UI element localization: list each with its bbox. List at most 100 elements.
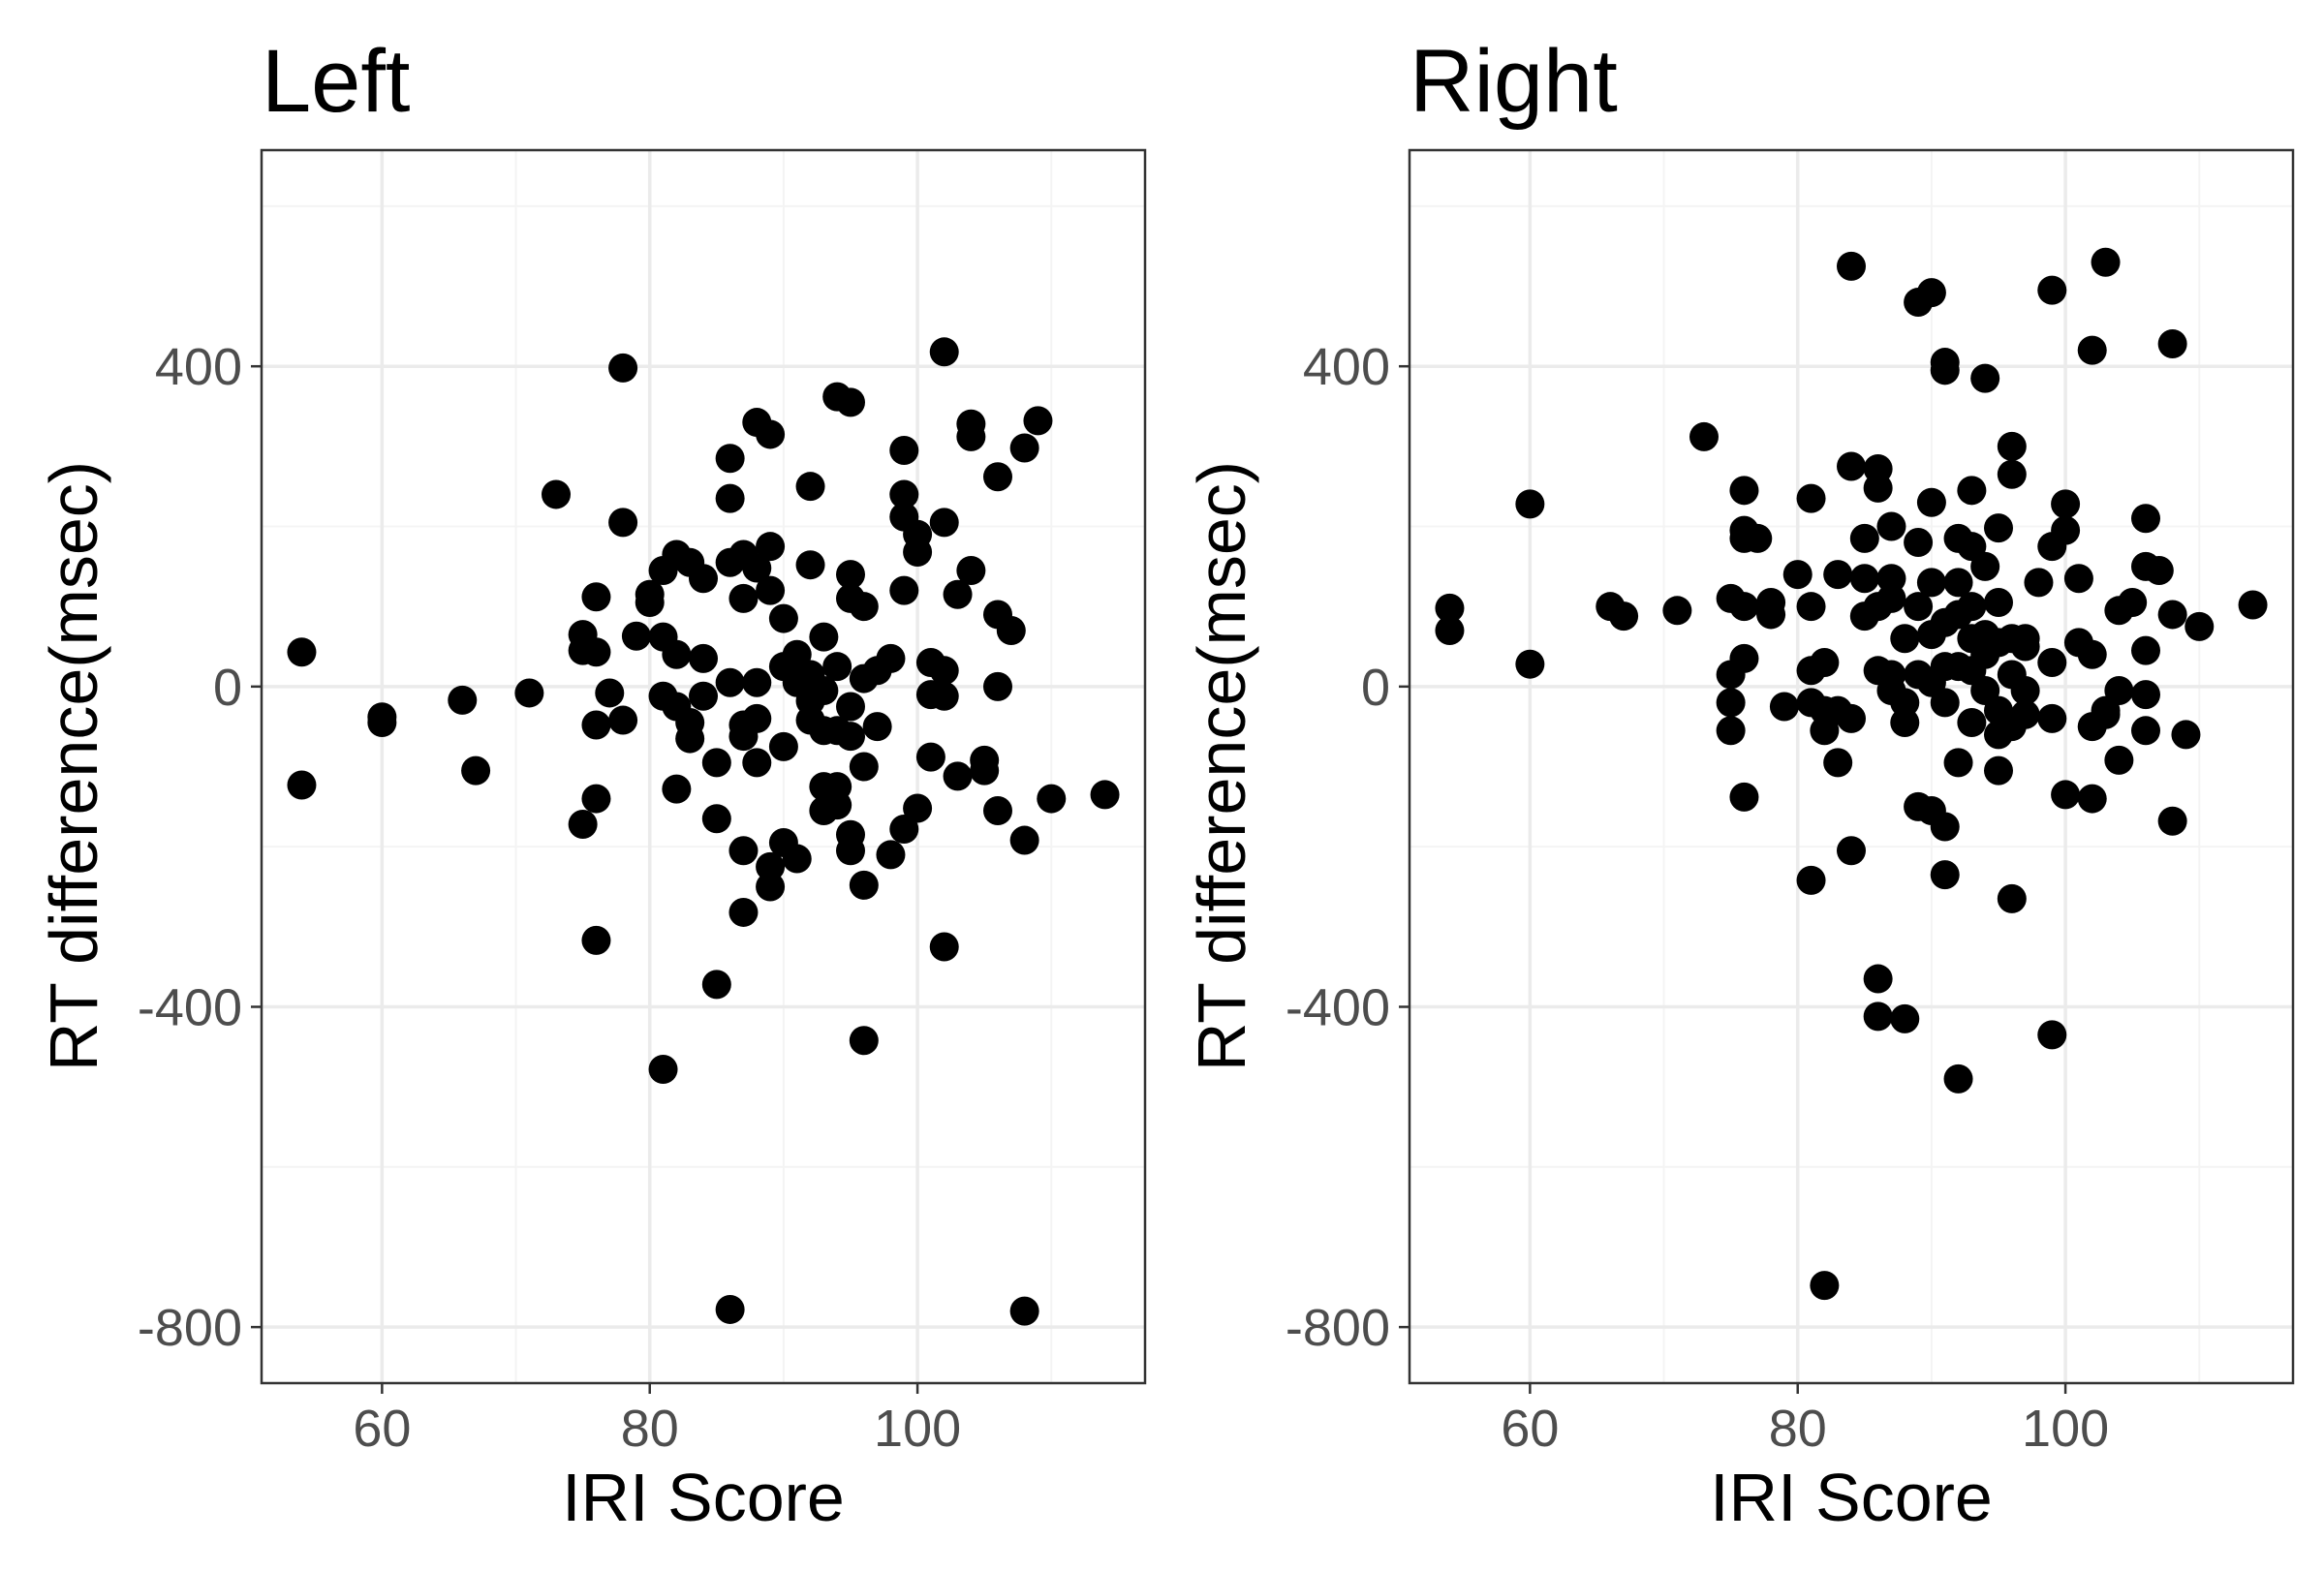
right-data-point xyxy=(1943,748,1973,778)
left-data-point xyxy=(782,844,812,874)
left-data-point xyxy=(581,637,611,667)
left-data-point xyxy=(983,795,1012,825)
left-data-point xyxy=(367,708,397,738)
left-data-point xyxy=(929,681,959,711)
right-data-point xyxy=(1984,588,2013,618)
right-data-point xyxy=(1943,568,1973,598)
right-data-point xyxy=(1890,688,1920,718)
left-data-point xyxy=(608,508,638,538)
left-data-point xyxy=(448,685,478,715)
left-data-point xyxy=(849,870,879,900)
left-data-point xyxy=(876,840,906,870)
right-data-point xyxy=(1997,883,2027,913)
left-data-point xyxy=(929,656,959,686)
left-data-point xyxy=(876,643,906,673)
left-data-point xyxy=(728,583,759,613)
right-data-point xyxy=(1796,865,1826,895)
left-data-point xyxy=(983,671,1012,701)
right-data-point xyxy=(1837,836,1866,866)
left-data-point xyxy=(956,421,986,451)
right-data-point xyxy=(1810,648,1840,678)
right-data-point xyxy=(1984,755,2013,786)
right-data-point xyxy=(1876,564,1906,594)
right-data-point xyxy=(2131,504,2160,534)
right-data-point xyxy=(1782,560,1813,590)
right-data-point xyxy=(1823,748,1853,778)
right-data-point xyxy=(1904,528,1934,558)
left-data-point xyxy=(514,678,544,708)
left-data-point xyxy=(862,712,892,742)
left-data-point xyxy=(1037,784,1067,814)
left-data-point xyxy=(689,681,718,711)
left-data-point xyxy=(943,761,973,791)
right-data-point xyxy=(2131,680,2160,710)
right-data-point xyxy=(1957,708,1987,738)
right-data-point xyxy=(1930,860,1960,890)
left-data-point xyxy=(929,337,959,367)
left-data-point xyxy=(889,575,919,605)
left-data-point xyxy=(742,553,772,583)
left-data-point xyxy=(889,814,919,844)
right-axis-ticks: 60 80 100 -800 -400 0 400 xyxy=(1286,338,2109,1458)
left-data-point xyxy=(929,508,959,538)
right-data-point xyxy=(1997,431,2027,461)
left-panel-border xyxy=(260,148,1147,1385)
right-data-point xyxy=(1916,568,1946,598)
right-data-point xyxy=(2063,564,2093,594)
left-data-point xyxy=(1090,780,1120,810)
left-y-axis-title: RT difference(msec) xyxy=(36,461,111,1071)
right-data-point xyxy=(2185,611,2215,641)
left-data-point xyxy=(836,387,865,417)
right-panel-border xyxy=(1408,148,2295,1385)
right-data-point xyxy=(1435,593,1465,623)
left-data-point xyxy=(836,560,865,590)
left-points xyxy=(287,337,1120,1326)
right-data-point xyxy=(1515,489,1545,519)
right-data-point xyxy=(1435,615,1465,645)
left-data-point xyxy=(621,621,651,651)
right-data-point xyxy=(2104,745,2134,775)
right-data-point xyxy=(1837,251,1866,281)
right-data-point xyxy=(1970,363,2000,393)
left-data-point xyxy=(756,575,786,605)
right-data-point xyxy=(1943,1063,1973,1094)
right-data-point xyxy=(1729,476,1759,506)
right-data-point xyxy=(2010,632,2040,662)
right-data-point xyxy=(2144,555,2174,585)
left-x-tick-label: 100 xyxy=(874,1400,961,1458)
left-data-point xyxy=(756,851,786,881)
left-data-point xyxy=(715,483,745,513)
left-data-point xyxy=(943,579,973,609)
right-data-point xyxy=(1863,964,1893,994)
right-data-point xyxy=(1769,692,1799,722)
left-data-point xyxy=(742,748,772,778)
left-data-point xyxy=(635,579,665,609)
left-data-point xyxy=(836,692,865,722)
left-data-point xyxy=(809,622,839,652)
left-x-tick-label: 60 xyxy=(353,1400,411,1458)
left-data-point xyxy=(756,419,786,449)
right-data-point xyxy=(2051,515,2081,545)
right-data-point xyxy=(1796,592,1826,622)
right-data-point xyxy=(1984,513,2013,543)
right-data-point xyxy=(2171,720,2201,750)
right-x-tick-label: 100 xyxy=(2022,1400,2109,1458)
right-data-point xyxy=(2238,590,2268,620)
right-data-point xyxy=(1904,592,1934,622)
right-data-point xyxy=(1890,1003,1920,1033)
right-data-point xyxy=(2051,489,2081,519)
right-data-point xyxy=(2037,648,2067,678)
left-data-point xyxy=(822,652,852,682)
right-data-point xyxy=(1810,1271,1840,1301)
right-data-point xyxy=(2157,600,2187,630)
right-data-point xyxy=(1957,476,1987,506)
left-data-point xyxy=(836,722,865,752)
left-data-point xyxy=(742,667,772,697)
left-data-point xyxy=(581,784,611,814)
left-data-point xyxy=(461,755,491,786)
left-data-point xyxy=(542,479,571,509)
left-data-point xyxy=(889,479,919,509)
left-data-point xyxy=(287,637,317,667)
left-data-point xyxy=(983,462,1012,492)
